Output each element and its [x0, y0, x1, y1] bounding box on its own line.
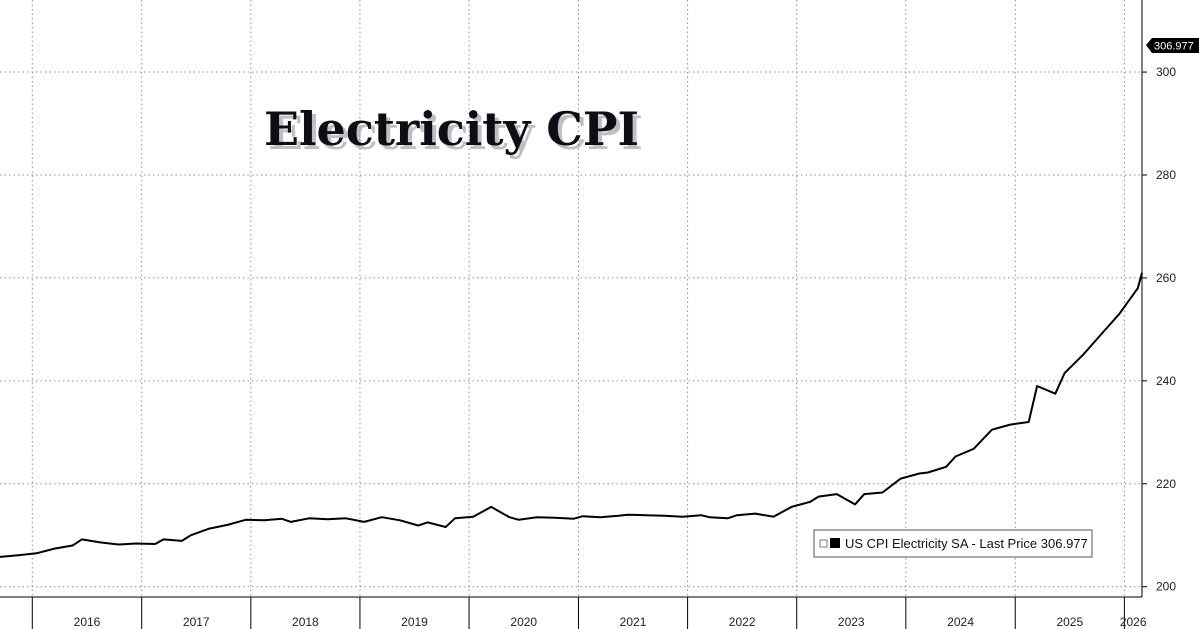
x-tick-label: 2023 — [838, 615, 865, 629]
x-tick-label: 2026 — [1120, 615, 1147, 629]
series-line — [0, 272, 1143, 558]
legend-swatch-icon — [830, 538, 840, 548]
y-axis-ticks: 200 220 240 260 280 300 — [1142, 65, 1176, 594]
y-tick-label: 260 — [1156, 271, 1176, 285]
y-tick-label: 280 — [1156, 168, 1176, 182]
last-price-badge — [1146, 38, 1199, 53]
x-axis-ticks: 2016 2017 2018 2019 2020 2021 2022 2023 2024 2025… — [31, 597, 1147, 629]
y-tick-label: 300 — [1156, 65, 1176, 79]
series-line-layer — [0, 272, 1143, 558]
legend-box — [813, 529, 1093, 558]
y-tick-label: 240 — [1156, 374, 1176, 388]
last-price-label: 306.977 — [1154, 41, 1194, 53]
x-tick-label: 2025 — [1056, 615, 1083, 629]
x-tick-label: 2020 — [510, 615, 537, 629]
legend-label: US CPI Electricity SA - Last Price 306.9… — [845, 536, 1088, 551]
x-tick-label: 2021 — [620, 615, 647, 629]
y-tick-label: 220 — [1156, 477, 1176, 491]
x-tick-label: 2022 — [729, 615, 756, 629]
chart-title: Electricity CPI — [264, 102, 639, 156]
x-tick-label: 2019 — [401, 615, 428, 629]
chart-title-shadow: Electricity CPI — [268, 106, 643, 160]
plot-background — [0, 0, 1142, 597]
x-tick-label: 2016 — [74, 615, 101, 629]
last-price-marker: 306.977 — [1146, 38, 1199, 53]
x-tick-label: 2017 — [183, 615, 210, 629]
x-tick-label: 2018 — [292, 615, 319, 629]
x-tick-label: 2024 — [947, 615, 974, 629]
legend: US CPI Electricity SA - Last Price 306.9… — [813, 529, 1093, 558]
legend-expand-icon[interactable] — [819, 539, 828, 548]
y-tick-label: 200 — [1156, 580, 1176, 594]
grid — [0, 0, 1142, 597]
